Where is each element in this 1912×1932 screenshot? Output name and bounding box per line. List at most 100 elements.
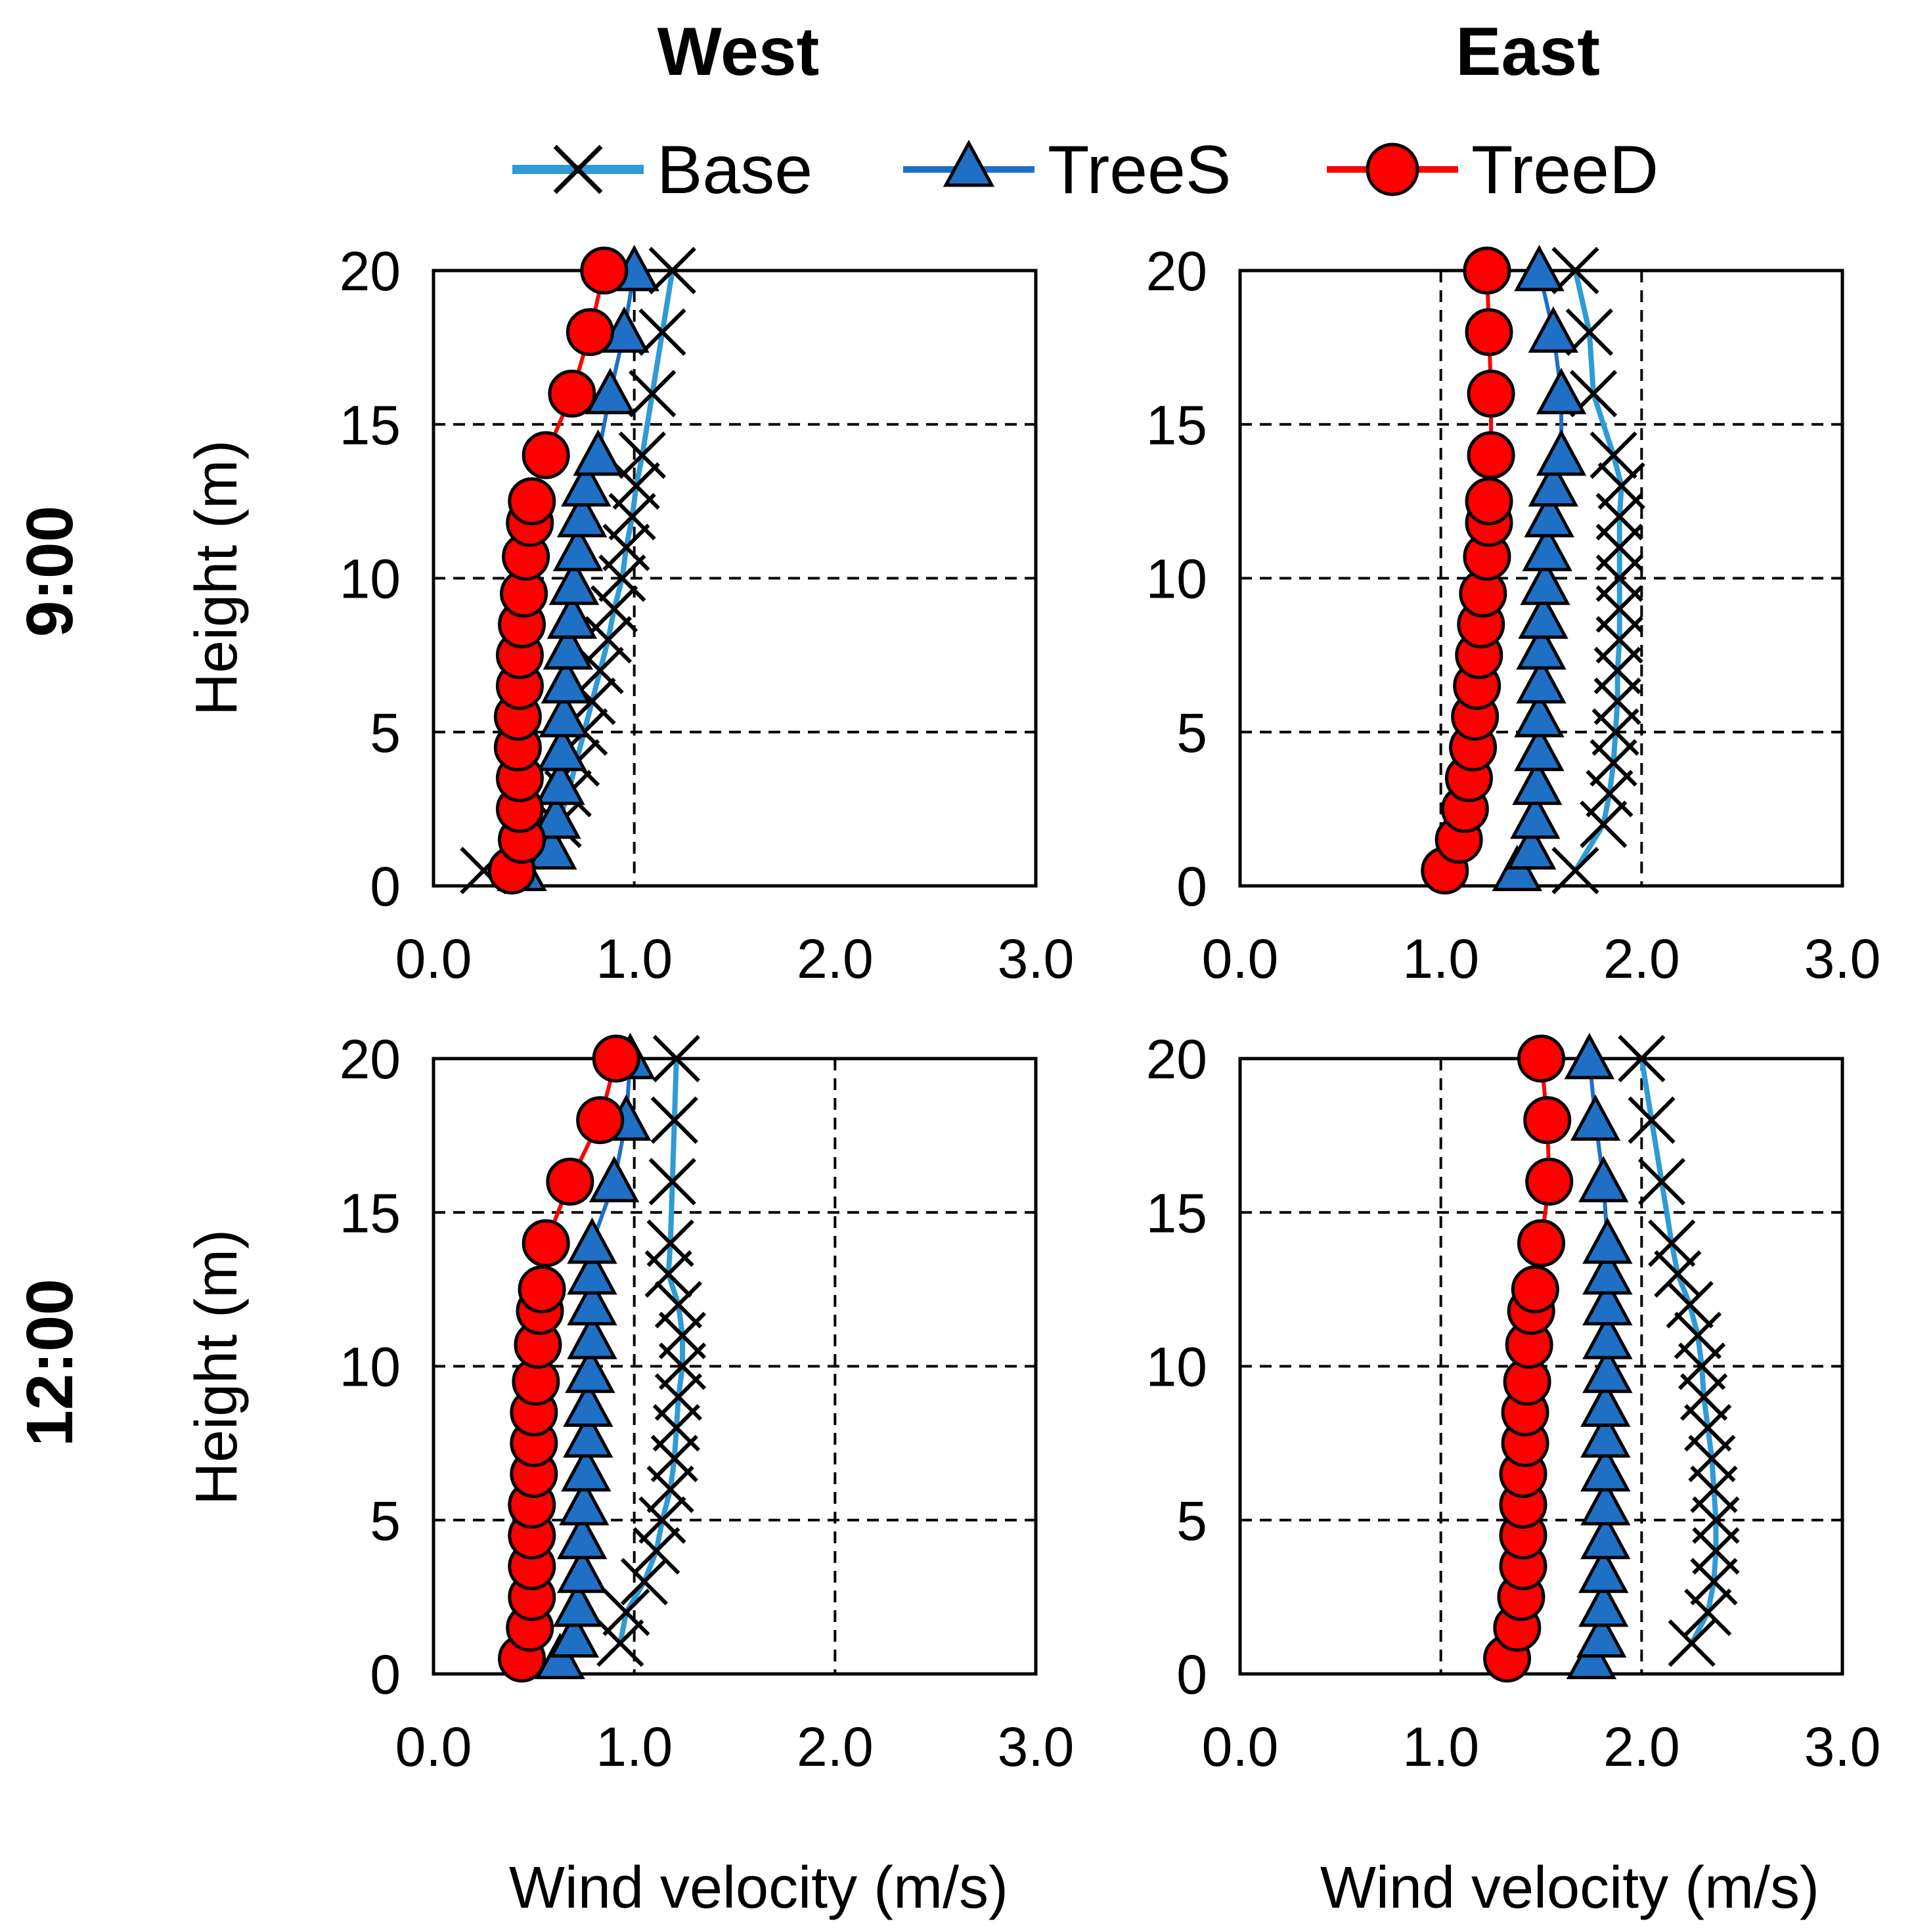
- treed-point: [546, 1157, 594, 1206]
- base-point: [1648, 1219, 1696, 1267]
- base-point: [638, 1496, 686, 1544]
- xlabel-east: Wind velocity (m/s): [1320, 1855, 1819, 1921]
- trees-point: [1580, 1411, 1631, 1458]
- base-point: [1674, 1311, 1722, 1359]
- y-tick-label: 5: [370, 702, 401, 764]
- y-tick-label: 5: [1176, 702, 1207, 764]
- trees-point: [567, 1313, 617, 1359]
- trees-point: [552, 525, 604, 571]
- trees-point: [1582, 1217, 1633, 1264]
- trees-point: [1582, 1279, 1633, 1326]
- base-point: [598, 554, 646, 602]
- trees-point: [1582, 1313, 1633, 1359]
- y-tick-label: 10: [340, 1336, 401, 1398]
- trees-point: [1528, 460, 1579, 507]
- trees-point: [557, 491, 608, 538]
- trees-point: [541, 657, 591, 704]
- trees-point: [589, 1156, 640, 1202]
- treed-point: [1525, 1157, 1574, 1206]
- y-tick-label: 15: [340, 394, 401, 456]
- plot-frame: [432, 269, 1038, 888]
- legend: Base TreeS TreeD: [512, 132, 1658, 208]
- row-title-0900: 9:00: [13, 506, 87, 637]
- trees-point: [1510, 792, 1561, 839]
- base-point: [1586, 770, 1634, 818]
- trees-point: [1578, 1547, 1629, 1593]
- trees-point: [1524, 491, 1574, 538]
- trees-point: [567, 1217, 617, 1264]
- treed-point: [1463, 246, 1511, 295]
- trees-point: [543, 623, 593, 670]
- x-tick-label: 1.0: [1402, 1716, 1479, 1778]
- base-point: [1684, 1589, 1732, 1636]
- legend-item-treed: TreeD: [1327, 132, 1658, 208]
- x-tick-label: 0.0: [1202, 1716, 1279, 1778]
- treed-point: [1465, 477, 1513, 525]
- legend-treed-label: TreeD: [1471, 132, 1658, 208]
- treed-point: [522, 431, 570, 479]
- trees-point: [1576, 1611, 1627, 1658]
- trees-point: [1516, 657, 1567, 704]
- panel-west-0900: 0 5 10 15 20 0.0 1.0 2.0 3.0: [340, 240, 1075, 990]
- series-line-base: [1639, 1058, 1719, 1645]
- trees-point: [561, 460, 611, 507]
- base-point: [1637, 1158, 1686, 1206]
- base-point: [1590, 431, 1637, 479]
- base-point: [618, 431, 667, 479]
- trees-point: [561, 1445, 611, 1492]
- trees-point: [563, 1380, 613, 1427]
- y-tick-label: 0: [370, 1644, 401, 1705]
- base-point: [1618, 1034, 1666, 1083]
- x-tick-label: 1.0: [596, 1716, 673, 1778]
- trees-point: [1536, 429, 1587, 476]
- treed-point: [548, 369, 596, 418]
- trees-point: [535, 758, 585, 805]
- legend-item-base: Base: [512, 132, 812, 208]
- plot-frame: [432, 1057, 1038, 1676]
- x-tick-label: 3.0: [998, 928, 1075, 990]
- treed-point: [592, 1034, 640, 1083]
- x-tick-label: 1.0: [1402, 928, 1479, 990]
- trees-point: [1580, 1445, 1631, 1492]
- row-title-1200: 12:00: [13, 1279, 87, 1447]
- trees-point: [563, 1411, 613, 1458]
- trees-point: [1520, 558, 1570, 605]
- treed-point: [508, 477, 556, 525]
- column-title-west: West: [657, 14, 820, 90]
- base-point: [629, 370, 677, 418]
- legend-base-label: Base: [657, 132, 812, 208]
- trees-point: [1580, 1512, 1631, 1560]
- treed-point: [1523, 1096, 1572, 1145]
- base-point: [1580, 801, 1628, 848]
- trees-point: [552, 1580, 604, 1627]
- base-point: [1668, 1619, 1716, 1667]
- y-tick-label: 0: [1176, 1644, 1207, 1705]
- x-tick-label: 3.0: [998, 1716, 1075, 1778]
- trees-point: [1578, 1156, 1629, 1202]
- trees-point: [1582, 1346, 1633, 1394]
- trees-point: [1582, 1248, 1633, 1295]
- base-point: [648, 246, 696, 295]
- base-point: [602, 523, 650, 571]
- treed-point: [518, 1265, 566, 1313]
- base-point: [650, 1096, 698, 1144]
- base-point: [654, 1281, 703, 1328]
- treed-point: [522, 1219, 570, 1267]
- x-tick-label: 1.0: [596, 928, 673, 990]
- y-tick-label: 5: [1176, 1490, 1207, 1552]
- treed-point: [1517, 1219, 1565, 1267]
- panel-east-1200: 0 5 10 15 20 0.0 1.0 2.0 3.0: [1146, 1028, 1881, 1778]
- trees-point: [1514, 691, 1565, 737]
- trees-point: [548, 558, 600, 605]
- base-point: [1597, 462, 1645, 510]
- base-point: [1688, 1434, 1736, 1483]
- trees-point: [1536, 368, 1587, 414]
- trees-point: [573, 429, 623, 476]
- trees-point: [546, 592, 598, 639]
- y-tick-label: 10: [1146, 548, 1207, 610]
- base-point: [608, 493, 656, 540]
- base-point: [590, 585, 638, 633]
- trees-point: [548, 1611, 600, 1658]
- y-tick-label: 0: [370, 856, 401, 917]
- trees-point: [1506, 823, 1557, 870]
